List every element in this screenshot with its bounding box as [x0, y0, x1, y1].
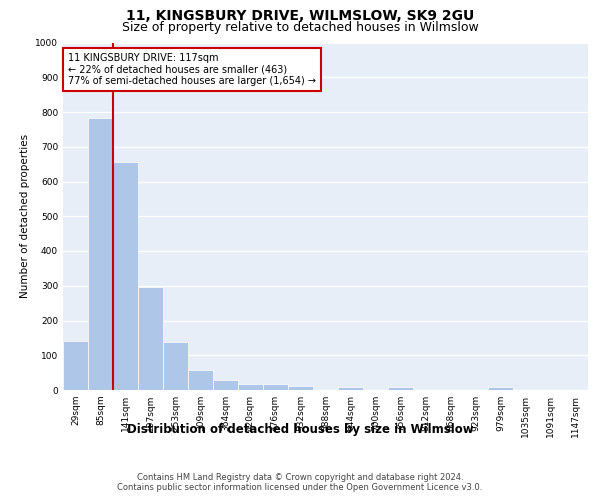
- Bar: [138, 288, 163, 390]
- Bar: [388, 387, 413, 390]
- Bar: [288, 386, 313, 390]
- Bar: [488, 387, 513, 390]
- Bar: [88, 118, 113, 390]
- Bar: [163, 342, 188, 390]
- Bar: [188, 370, 213, 390]
- Text: 11 KINGSBURY DRIVE: 117sqm
← 22% of detached houses are smaller (463)
77% of sem: 11 KINGSBURY DRIVE: 117sqm ← 22% of deta…: [68, 53, 316, 86]
- Bar: [238, 384, 263, 390]
- Bar: [263, 384, 288, 390]
- Y-axis label: Number of detached properties: Number of detached properties: [20, 134, 29, 298]
- Bar: [113, 162, 138, 390]
- Text: 11, KINGSBURY DRIVE, WILMSLOW, SK9 2GU: 11, KINGSBURY DRIVE, WILMSLOW, SK9 2GU: [126, 9, 474, 23]
- Text: Distribution of detached houses by size in Wilmslow: Distribution of detached houses by size …: [127, 422, 473, 436]
- Bar: [213, 380, 238, 390]
- Text: Contains HM Land Registry data © Crown copyright and database right 2024.
Contai: Contains HM Land Registry data © Crown c…: [118, 472, 482, 492]
- Bar: [63, 340, 88, 390]
- Bar: [338, 387, 363, 390]
- Text: Size of property relative to detached houses in Wilmslow: Size of property relative to detached ho…: [122, 21, 478, 34]
